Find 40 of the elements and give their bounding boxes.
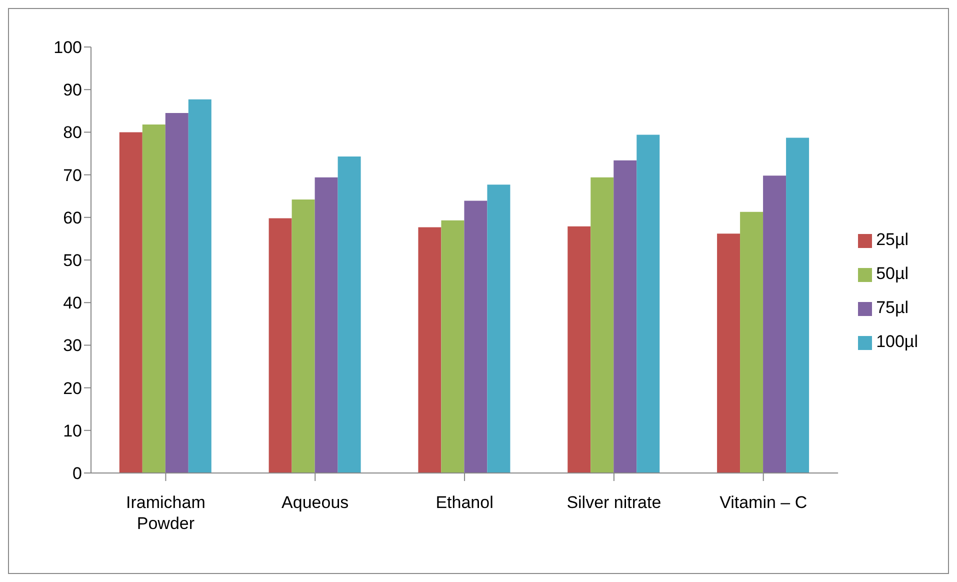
y-tick-label: 60 (63, 208, 82, 228)
y-tick-label: 100 (54, 38, 82, 58)
bar (165, 113, 188, 473)
bar (268, 218, 292, 473)
x-tick-label: Aqueous (282, 493, 349, 512)
y-tick-label: 20 (63, 378, 82, 398)
bar (568, 226, 591, 473)
x-tick-label: Ethanol (436, 493, 494, 512)
bar (119, 132, 142, 473)
bar (763, 176, 786, 473)
bar (441, 220, 464, 473)
y-tick-label: 30 (63, 336, 82, 356)
legend-label: 100µl (876, 332, 918, 351)
y-tick-label: 70 (63, 166, 82, 185)
x-tick-label: Silver nitrate (566, 493, 662, 512)
bar (142, 124, 166, 473)
y-tick-label: 10 (63, 421, 82, 440)
y-tick-label: 90 (63, 80, 82, 100)
bar (636, 134, 660, 473)
legend-label: 50µl (876, 264, 909, 283)
bar (188, 99, 212, 473)
bar (418, 227, 442, 473)
bar (590, 177, 614, 473)
bar (614, 160, 637, 473)
x-tick-label: Iramicham Powder (126, 493, 206, 533)
bar (464, 200, 488, 473)
x-tick-label: Vitamin – C (720, 493, 808, 512)
bar (314, 177, 338, 473)
bar (717, 234, 740, 473)
bar (786, 138, 810, 473)
bar (740, 212, 764, 473)
y-tick-label: 50 (63, 251, 82, 270)
y-tick-label: 0 (72, 464, 82, 484)
bar (338, 156, 361, 473)
bar (487, 184, 510, 473)
bar (292, 200, 315, 473)
y-tick-label: 40 (63, 294, 82, 313)
legend-label: 75µl (876, 298, 909, 317)
y-tick-label: 80 (63, 123, 82, 142)
legend-label: 25µl (876, 230, 909, 249)
